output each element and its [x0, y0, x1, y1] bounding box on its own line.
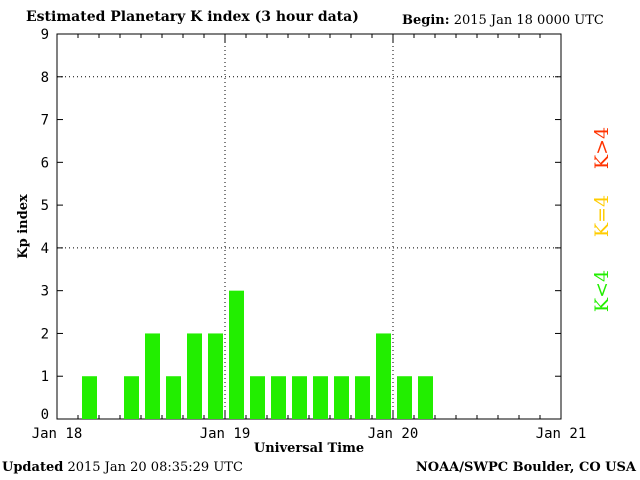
kp-bar: [397, 376, 412, 419]
kp-bar: [418, 376, 433, 419]
y-axis-title: Kp index: [16, 194, 31, 259]
kp-bar: [82, 376, 97, 419]
kp-bar: [313, 376, 328, 419]
updated-value: 2015 Jan 20 08:35:29 UTC: [67, 460, 243, 475]
kp-bar: [376, 333, 391, 419]
plot-area: [56, 33, 562, 420]
x-axis-title: Universal Time: [254, 441, 364, 456]
legend-item: K=4: [591, 195, 613, 237]
y-tick-label: 1: [41, 369, 49, 385]
legend-item: K>4: [591, 127, 613, 169]
kp-bar: [250, 376, 265, 419]
begin-label: Begin:: [402, 13, 450, 28]
y-tick-label: 8: [41, 70, 49, 86]
kp-bar: [124, 376, 139, 419]
legend-item: K<4: [591, 270, 613, 312]
kp-bar: [145, 333, 160, 419]
kp-bar: [166, 376, 181, 419]
x-tick-label: Jan 18: [32, 426, 83, 442]
y-tick-label: 6: [41, 155, 49, 171]
y-tick-label: 7: [41, 113, 49, 129]
x-tick-label: Jan 20: [368, 426, 419, 442]
x-tick-label: Jan 21: [536, 426, 587, 442]
kp-bar: [187, 333, 202, 419]
kp-bar: [355, 376, 370, 419]
updated-label: Updated: [2, 460, 64, 475]
kp-bar: [292, 376, 307, 419]
begin-value: 2015 Jan 18 0000 UTC: [453, 13, 604, 28]
y-tick-label: 5: [41, 198, 49, 214]
updated-timestamp: Updated 2015 Jan 20 08:35:29 UTC: [2, 460, 243, 475]
source-credit: NOAA/SWPC Boulder, CO USA: [415, 460, 636, 475]
y-tick-label: 2: [41, 326, 49, 342]
y-tick-label: 4: [41, 241, 49, 257]
kp-bar: [271, 376, 286, 419]
kp-bar: [334, 376, 349, 419]
chart-title: Estimated Planetary K index (3 hour data…: [26, 9, 359, 25]
y-tick-label: 9: [41, 27, 49, 43]
kp-bar: [208, 333, 223, 419]
x-tick-label: Jan 19: [200, 426, 251, 442]
y-tick-label: 0: [41, 407, 49, 423]
begin-time: Begin: 2015 Jan 18 0000 UTC: [402, 13, 604, 28]
kp-bar: [229, 290, 244, 419]
y-tick-label: 3: [41, 284, 49, 300]
